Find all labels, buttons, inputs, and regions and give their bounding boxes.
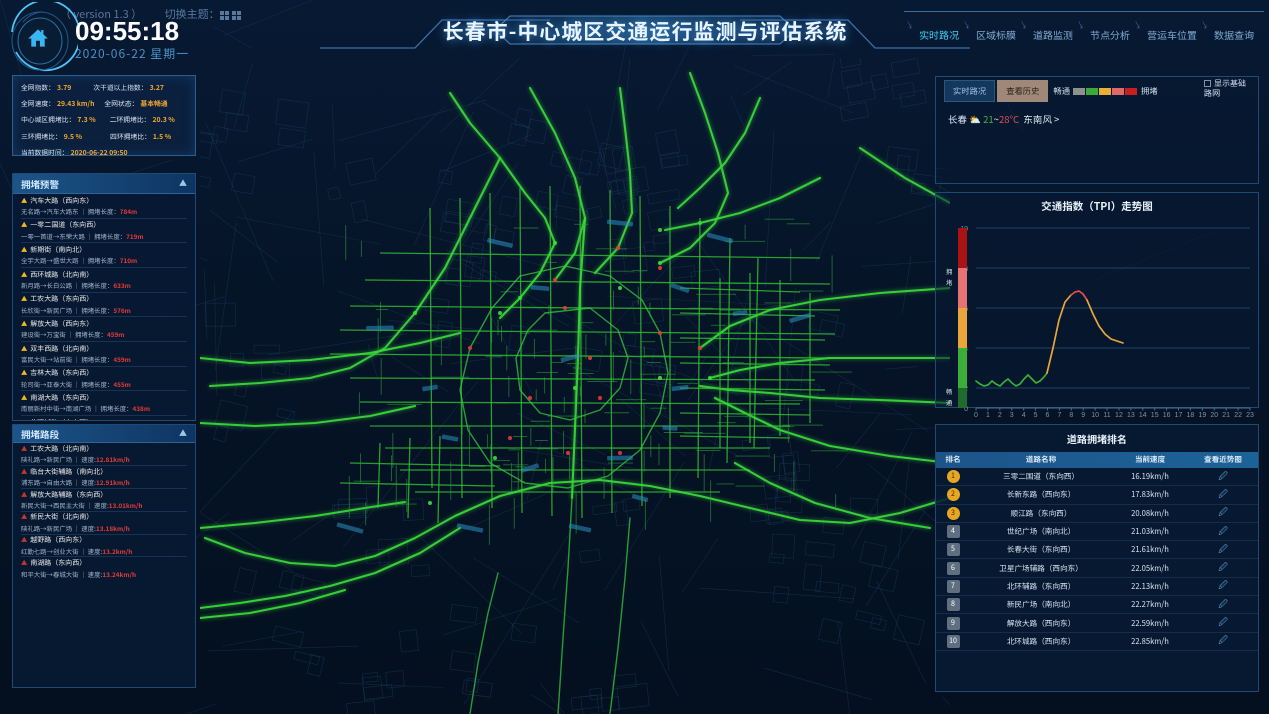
svg-text:16: 16 bbox=[1163, 412, 1171, 419]
svg-text:18: 18 bbox=[1187, 412, 1195, 419]
svg-text:7: 7 bbox=[1057, 412, 1061, 419]
svg-text:8: 8 bbox=[1069, 412, 1073, 419]
svg-text:14: 14 bbox=[1139, 412, 1147, 419]
svg-text:21: 21 bbox=[1222, 412, 1230, 419]
svg-text:3: 3 bbox=[1010, 412, 1014, 419]
svg-text:13: 13 bbox=[1127, 412, 1135, 419]
svg-text:10: 10 bbox=[1091, 412, 1099, 419]
svg-text:拥堵: 拥堵 bbox=[946, 267, 953, 287]
svg-text:畅通: 畅通 bbox=[946, 387, 953, 407]
svg-text:9: 9 bbox=[1081, 412, 1085, 419]
svg-text:2: 2 bbox=[998, 412, 1002, 419]
svg-text:17: 17 bbox=[1175, 412, 1183, 419]
svg-text:0: 0 bbox=[974, 412, 978, 419]
svg-text:5: 5 bbox=[1034, 412, 1038, 419]
svg-text:1: 1 bbox=[986, 412, 990, 419]
svg-text:23: 23 bbox=[1246, 412, 1254, 419]
svg-text:19: 19 bbox=[1198, 412, 1206, 419]
svg-text:22: 22 bbox=[1234, 412, 1242, 419]
svg-text:12: 12 bbox=[1115, 412, 1123, 419]
svg-text:11: 11 bbox=[1103, 412, 1110, 419]
svg-text:6: 6 bbox=[1046, 412, 1050, 419]
svg-text:20: 20 bbox=[1210, 412, 1218, 419]
svg-text:15: 15 bbox=[1151, 412, 1159, 419]
svg-text:4: 4 bbox=[1022, 412, 1026, 419]
